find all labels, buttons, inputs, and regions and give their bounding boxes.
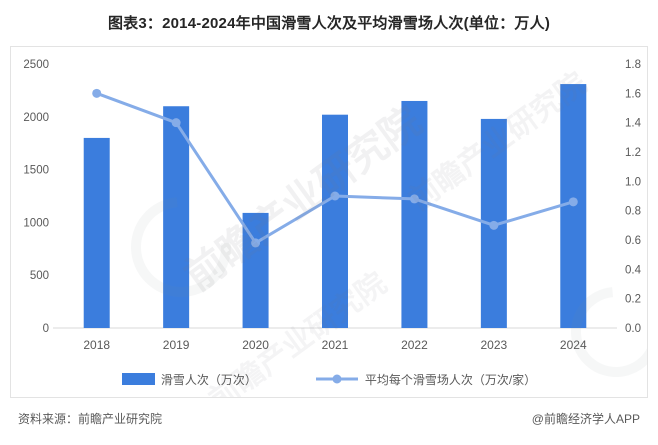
- source-note: 资料来源：前瞻产业研究院: [18, 412, 163, 426]
- x-axis-label-2020: 2020: [242, 338, 269, 352]
- bar-2018: [83, 137, 110, 328]
- line-point-2019: [171, 118, 181, 128]
- chart-title: 图表3：2014-2024年中国滑雪人次及平均滑雪场人次(单位：万人): [107, 15, 551, 32]
- chart-canvas: 0 500 1000 1500 2000 2500 0.0 0.2 0.4 0.6 0.8 1.0 1.…: [23, 59, 642, 352]
- y-axis-left-tick: 1000: [23, 217, 49, 229]
- y-axis-right-tick: 1.8: [625, 59, 641, 71]
- legend-item-bar: 滑雪人次（万次）: [121, 371, 257, 388]
- y-axis-left-tick: 500: [30, 270, 49, 282]
- chart-container: 前瞻产业研究院 前瞻产业研究院 前瞻产业研究院 0500100015002000…: [10, 46, 648, 398]
- y-axis-right-tick: 1.6: [625, 88, 641, 100]
- line-point-2024: [568, 197, 578, 207]
- y-axis-right-tick: 0.2: [625, 294, 641, 306]
- y-axis-left-tick: 2000: [23, 112, 49, 124]
- bar-2021: [322, 114, 348, 328]
- y-axis-right-tick: 0.6: [625, 235, 641, 247]
- bar-2022: [401, 100, 428, 329]
- legend-line-label: 平均每个滑雪场人次（万次/家）: [364, 372, 537, 387]
- legend-item-line: 平均每个滑雪场人次（万次/家）: [315, 371, 536, 388]
- footer: 资料来源：前瞻产业研究院 @前瞻经济学人APP: [0, 410, 658, 427]
- line-point-2023: [489, 220, 499, 230]
- y-axis-right-tick: 0.4: [625, 264, 642, 276]
- legend-bar-swatch: [121, 373, 155, 385]
- y-axis-left-tick: 1500: [23, 165, 49, 177]
- line-point-2021: [330, 191, 340, 201]
- line-point-2018: [92, 88, 102, 98]
- x-axis-label-2018: 2018: [83, 338, 110, 352]
- brand-credit: @前瞻经济学人APP: [531, 412, 640, 426]
- line-point-2022: [409, 194, 419, 204]
- legend-bar-label: 滑雪人次（万次）: [160, 372, 257, 387]
- y-axis-right-tick: 0.8: [625, 206, 641, 218]
- x-axis-label-2021: 2021: [322, 338, 349, 352]
- x-axis-label-2019: 2019: [163, 338, 190, 352]
- y-axis-left-tick: 2500: [23, 59, 49, 71]
- x-axis-label-2024: 2024: [560, 338, 587, 352]
- line-point-2020: [251, 238, 261, 248]
- legend: 滑雪人次（万次） 平均每个滑雪场人次（万次/家）: [11, 367, 647, 391]
- legend-line-symbol: [315, 374, 358, 384]
- y-axis-right-tick: 1.2: [625, 147, 641, 159]
- y-axis-right-tick: 0.0: [625, 323, 641, 335]
- y-axis-right-tick: 1.0: [625, 176, 641, 188]
- y-axis-left-tick: 0: [43, 323, 49, 335]
- y-axis-right-tick: 1.4: [625, 118, 642, 130]
- x-axis-label-2023: 2023: [481, 338, 508, 352]
- bar-2019: [163, 106, 190, 328]
- x-axis-label-2022: 2022: [401, 338, 428, 352]
